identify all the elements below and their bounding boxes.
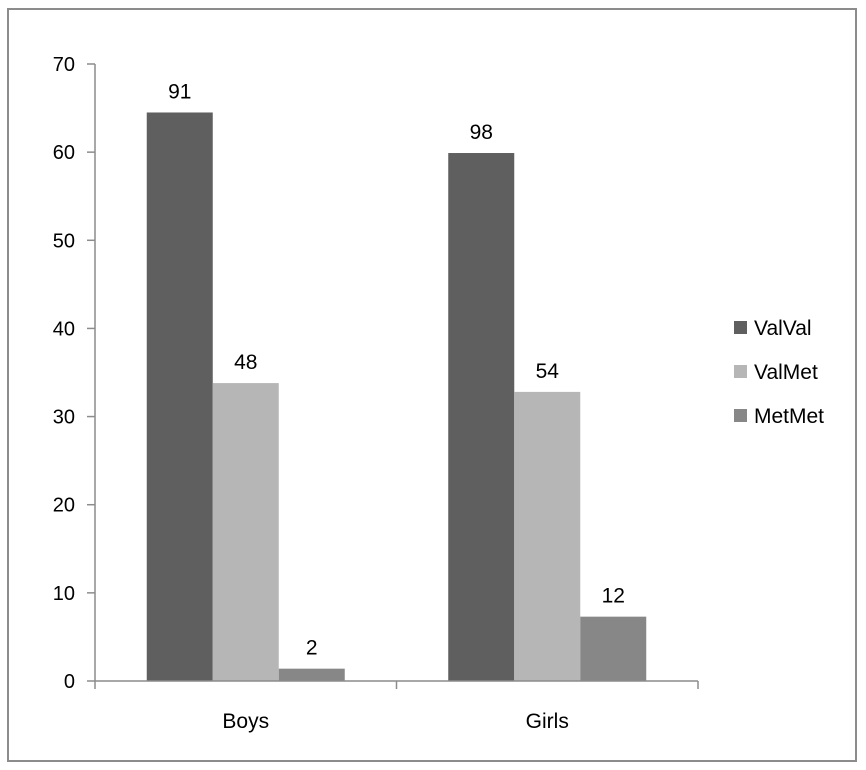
y-tick-label: 50 xyxy=(53,230,75,252)
data-label: 2 xyxy=(306,637,318,660)
bar-metmet-girls xyxy=(580,616,647,681)
data-labels: 91 48 2 98 54 12 xyxy=(168,80,625,659)
y-axis-ticks: 0 10 20 30 40 50 60 70 xyxy=(53,54,95,693)
data-label: 91 xyxy=(168,80,191,103)
legend-label: MetMet xyxy=(754,405,824,428)
bar-valmet-girls xyxy=(514,391,581,681)
bar-valval-girls xyxy=(448,153,515,681)
y-tick-label: 0 xyxy=(64,671,75,693)
category-label: Boys xyxy=(222,710,269,733)
category-labels: Boys Girls xyxy=(222,710,568,733)
data-label: 54 xyxy=(536,360,560,383)
legend-label: ValVal xyxy=(754,317,812,340)
y-tick-label: 30 xyxy=(53,407,75,429)
y-tick-label: 70 xyxy=(53,54,75,76)
y-tick-label: 10 xyxy=(53,583,75,605)
y-tick-label: 20 xyxy=(53,495,75,517)
category-label: Girls xyxy=(526,710,569,733)
x-axis-ticks xyxy=(94,681,699,689)
bar-valmet-boys xyxy=(212,383,279,681)
bars xyxy=(146,112,647,681)
legend-label: ValMet xyxy=(754,361,818,384)
legend-swatch xyxy=(734,409,747,422)
data-label: 98 xyxy=(470,121,493,144)
y-tick-label: 60 xyxy=(53,142,75,164)
legend: ValVal ValMet MetMet xyxy=(734,317,824,428)
bar-metmet-boys xyxy=(278,668,345,681)
bar-valval-boys xyxy=(146,112,213,681)
y-tick-label: 40 xyxy=(53,318,75,340)
data-label: 12 xyxy=(602,585,625,608)
data-label: 48 xyxy=(234,351,257,374)
legend-swatch xyxy=(734,321,747,334)
legend-swatch xyxy=(734,365,747,378)
